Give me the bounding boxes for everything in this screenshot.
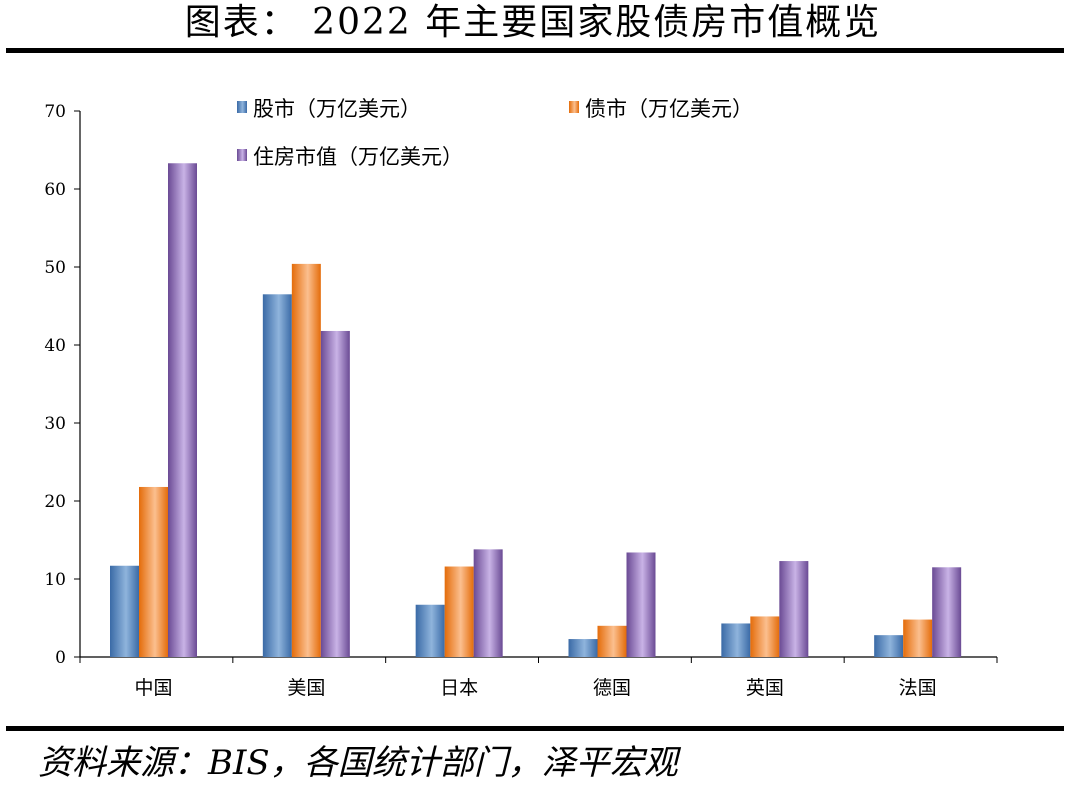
bar-series2-6: [903, 619, 933, 657]
x-category-label: 英国: [746, 677, 784, 699]
bar-series3-6: [932, 567, 962, 657]
legend-swatch: [569, 101, 579, 113]
bar-series1-1: [110, 565, 139, 657]
y-tick-label: 0: [55, 648, 66, 668]
bar-series2-3: [444, 566, 474, 657]
bar-series3-2: [320, 330, 350, 657]
axes: 0 10 20 30 40 50 60 70 中国 美国 日本 德国 英国 法国: [44, 102, 998, 699]
bar-series3-4: [626, 552, 656, 657]
x-category-label: 日本: [440, 677, 478, 699]
x-category-label: 德国: [593, 677, 631, 699]
legend-label: 股市（万亿美元）: [253, 97, 421, 121]
legend-label: 住房市值（万亿美元）: [253, 145, 463, 169]
bar-series3-1: [168, 163, 197, 657]
x-category-label: 美国: [287, 677, 325, 699]
y-tick-label: 40: [44, 336, 66, 356]
legend-swatch: [237, 149, 247, 161]
x-category-label: 法国: [899, 677, 937, 699]
source-note: 资料来源：BIS，各国统计部门，泽平宏观: [38, 743, 678, 783]
bar-series3-3: [473, 549, 503, 657]
y-tick-label: 20: [44, 492, 66, 512]
legend-label: 债市（万亿美元）: [585, 97, 753, 121]
y-tick-label: 70: [44, 102, 66, 122]
bar-series2-4: [597, 625, 627, 657]
bar-series2-5: [750, 616, 780, 657]
bar-series1-5: [721, 623, 751, 657]
bar-series1-4: [568, 639, 598, 657]
y-tick-label: 30: [44, 414, 66, 434]
y-tick-label: 60: [44, 180, 66, 200]
y-tick-label: 10: [44, 570, 66, 590]
chart-title: 图表： 2022 年主要国家股债房市值概览: [184, 2, 882, 43]
top-divider: [6, 48, 1064, 53]
x-category-label: 中国: [134, 677, 172, 699]
bar-series1-6: [874, 635, 904, 657]
bottom-divider: [6, 726, 1064, 731]
bars: [110, 163, 962, 657]
bar-series1-3: [415, 604, 445, 657]
y-tick-label: 50: [44, 258, 66, 278]
bar-series1-2: [262, 294, 292, 657]
legend-swatch: [237, 101, 247, 113]
bar-series3-5: [779, 561, 809, 657]
bar-series2-1: [139, 486, 168, 657]
legend: 股市（万亿美元） 债市（万亿美元） 住房市值（万亿美元）: [237, 97, 753, 169]
bar-series2-2: [291, 263, 321, 657]
bar-chart: 0 10 20 30 40 50 60 70 中国 美国 日本 德国 英国 法国 股市（万亿美元） 债市（万…: [44, 97, 998, 699]
